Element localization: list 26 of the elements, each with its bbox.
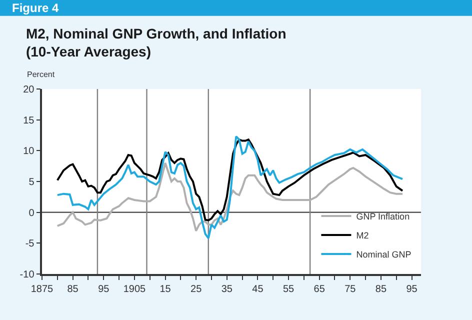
x-tick-label: 85 — [375, 284, 387, 295]
x-tick-label: 15 — [160, 284, 172, 295]
x-tick-label: 65 — [314, 284, 326, 295]
x-tick-label: 55 — [282, 284, 294, 295]
x-tick-label: 95 — [98, 284, 110, 295]
y-tick-label: 0 — [28, 208, 35, 219]
x-tick-label: 95 — [406, 284, 418, 295]
y-tick-label: 15 — [23, 115, 35, 126]
y-axis-title: Percent — [27, 70, 56, 79]
y-tick-label: 20 — [23, 84, 35, 96]
legend-label: GNP Inflation — [356, 211, 410, 222]
x-tick-label: 85 — [67, 284, 79, 295]
y-tick-label: -5 — [25, 238, 35, 250]
legend-label: Nominal GNP — [356, 249, 412, 260]
x-tick-label: 75 — [344, 284, 356, 295]
chart-title: M2, Nominal GNP Growth, and Inflation (10-Year Averages) — [26, 25, 286, 60]
x-tick-label: 1905 — [123, 284, 146, 295]
x-tick-label: 45 — [252, 284, 264, 295]
y-tick-label: 10 — [23, 146, 35, 158]
y-tick-label: -10 — [20, 270, 35, 280]
x-tick-label: 1875 — [30, 284, 54, 295]
x-tick-label: 25 — [190, 284, 202, 295]
caption: Figure 4 — [12, 1, 59, 15]
y-tick-label: 5 — [28, 177, 35, 188]
x-tick-label: 35 — [221, 284, 233, 295]
legend-label: M2 — [356, 230, 369, 240]
